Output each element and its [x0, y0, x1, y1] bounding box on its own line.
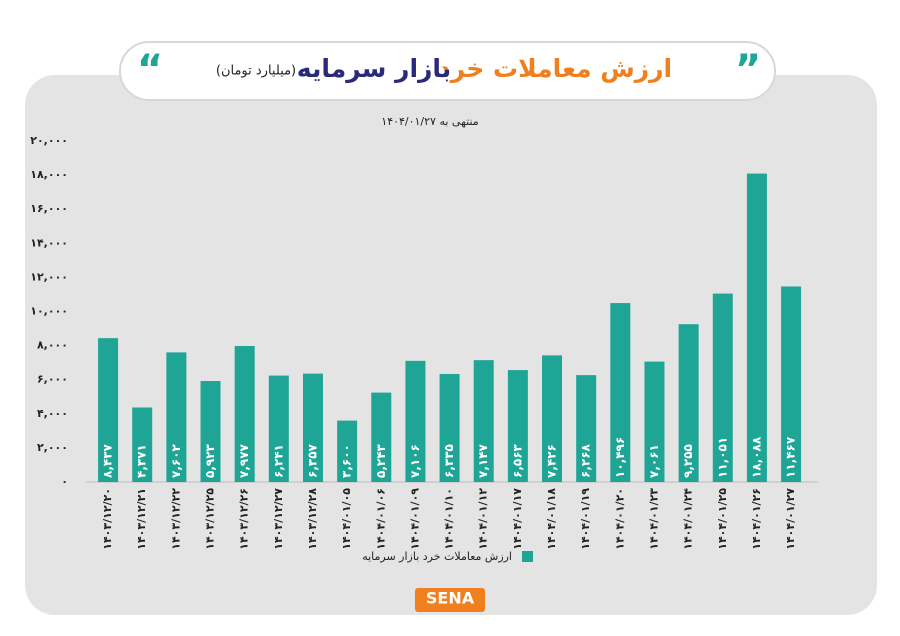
value-label: ۶,۲۶۸: [579, 443, 593, 478]
value-label: ۱۰,۴۹۶: [613, 437, 627, 478]
value-label: ۷,۱۴۷: [476, 443, 490, 478]
x-tick-label: ۱۴۰۴/۰۱/۲۶: [750, 488, 763, 550]
bar: [473, 360, 494, 482]
bar: [405, 360, 426, 482]
x-tick-label: ۱۴۰۳/۱۲/۲۶: [238, 488, 251, 550]
x-tick-label: ۱۴۰۴/۰۱/۲۰: [613, 488, 626, 550]
value-label: ۶,۳۵۷: [305, 443, 319, 478]
value-label: ۷,۶۰۲: [169, 443, 183, 478]
chart-subtitle: منتهی به ۱۴۰۴/۰۱/۲۷: [381, 115, 479, 128]
value-label: ۵,۲۴۳: [374, 443, 388, 478]
bar: [439, 373, 460, 482]
bar: [542, 355, 563, 482]
x-tick-label: ۱۴۰۴/۰۱/۱۰: [443, 488, 456, 550]
bar: [371, 392, 392, 482]
value-label: ۹,۲۵۵: [681, 444, 695, 478]
x-tick-label: ۱۴۰۴/۰۱/۱۲: [477, 488, 490, 550]
value-label: ۵,۹۲۳: [203, 443, 217, 478]
bar: [507, 370, 528, 482]
value-label: ۷,۰۶۱: [647, 444, 661, 478]
quote-icon: ”: [735, 47, 761, 93]
x-tick-label: ۱۴۰۳/۱۲/۲۱: [135, 488, 148, 550]
bar: [678, 324, 699, 482]
value-label: ۷,۹۷۷: [237, 443, 251, 478]
x-tick-label: ۱۴۰۴/۰۱/۲۳: [647, 488, 660, 550]
y-tick-label: ۱۶,۰۰۰: [30, 202, 68, 215]
y-tick-label: ۶,۰۰۰: [37, 373, 68, 386]
value-label: ۶,۵۶۳: [510, 443, 524, 478]
value-label: ۷,۱۰۶: [408, 444, 422, 478]
y-tick-label: ۰: [61, 475, 68, 488]
value-label: ۱۱,۴۶۷: [784, 436, 798, 478]
x-tick-label: ۱۴۰۴/۰۱/۱۷: [511, 488, 524, 550]
value-label: ۱۱,۰۵۱: [715, 437, 729, 478]
value-label: ۷,۴۲۶: [545, 444, 559, 478]
x-tick-label: ۱۴۰۳/۱۲/۲۵: [204, 488, 217, 550]
value-label: ۳,۶۰۰: [340, 444, 354, 478]
y-tick-label: ۲,۰۰۰: [37, 441, 68, 454]
x-tick-label: ۱۴۰۳/۱۲/۲۲: [169, 488, 182, 550]
y-tick-label: ۱۲,۰۰۰: [30, 270, 68, 283]
chart-title-unit: (میلیارد تومان): [216, 64, 296, 79]
value-label: ۶,۲۴۱: [271, 444, 285, 478]
bar: [302, 373, 323, 482]
legend-swatch: [522, 551, 533, 562]
logo: SENA: [426, 589, 475, 608]
chart-title: ارزش معاملات خرد: [438, 54, 672, 84]
chart-title: بازار سرمایه: [297, 54, 451, 84]
quote-icon: “: [137, 47, 163, 93]
x-tick-label: ۱۴۰۴/۰۱/۱۸: [545, 488, 558, 550]
bar: [268, 375, 289, 482]
bar: [234, 345, 255, 482]
y-tick-label: ۱۴,۰۰۰: [30, 236, 68, 249]
x-tick-label: ۱۴۰۴/۰۱/۲۴: [682, 488, 695, 550]
bar: [576, 375, 597, 482]
bar: [644, 361, 665, 482]
bar: [98, 338, 119, 482]
bar: [610, 303, 631, 482]
x-tick-label: ۱۴۰۴/۰۱/۰۵: [340, 488, 353, 550]
x-tick-label: ۱۴۰۴/۰۱/۲۷: [784, 488, 797, 550]
value-label: ۸,۴۳۷: [101, 443, 115, 478]
x-tick-label: ۱۴۰۳/۱۲/۲۸: [306, 488, 319, 550]
x-tick-label: ۱۴۰۳/۱۲/۲۰: [101, 488, 114, 550]
bar: [166, 352, 187, 482]
x-tick-label: ۱۴۰۴/۰۱/۰۶: [374, 488, 387, 550]
bar: [746, 173, 767, 482]
bar: [200, 381, 221, 482]
x-tick-label: ۱۴۰۴/۰۱/۰۹: [408, 488, 421, 550]
value-label: ۶,۳۳۵: [442, 444, 456, 478]
logo-box: [415, 588, 485, 612]
y-tick-label: ۱۰,۰۰۰: [30, 305, 68, 318]
y-tick-label: ۱۸,۰۰۰: [30, 168, 68, 181]
x-tick-label: ۱۴۰۳/۱۲/۲۷: [272, 488, 285, 550]
bar: [132, 407, 153, 482]
bar: [781, 286, 802, 482]
x-tick-label: ۱۴۰۴/۰۱/۱۹: [579, 488, 592, 550]
value-label: ۱۸,۰۸۸: [749, 436, 763, 478]
legend-label: ارزش معاملات خرد بازار سرمایه: [362, 550, 512, 563]
title-pill: [119, 41, 776, 101]
y-tick-label: ۸,۰۰۰: [37, 339, 68, 352]
y-tick-label: ۲۰,۰۰۰: [30, 134, 68, 147]
bar: [337, 420, 358, 482]
bar: [712, 293, 733, 482]
y-tick-label: ۴,۰۰۰: [37, 407, 68, 420]
x-tick-label: ۱۴۰۴/۰۱/۲۵: [716, 488, 729, 550]
value-label: ۴,۳۷۱: [135, 444, 149, 478]
